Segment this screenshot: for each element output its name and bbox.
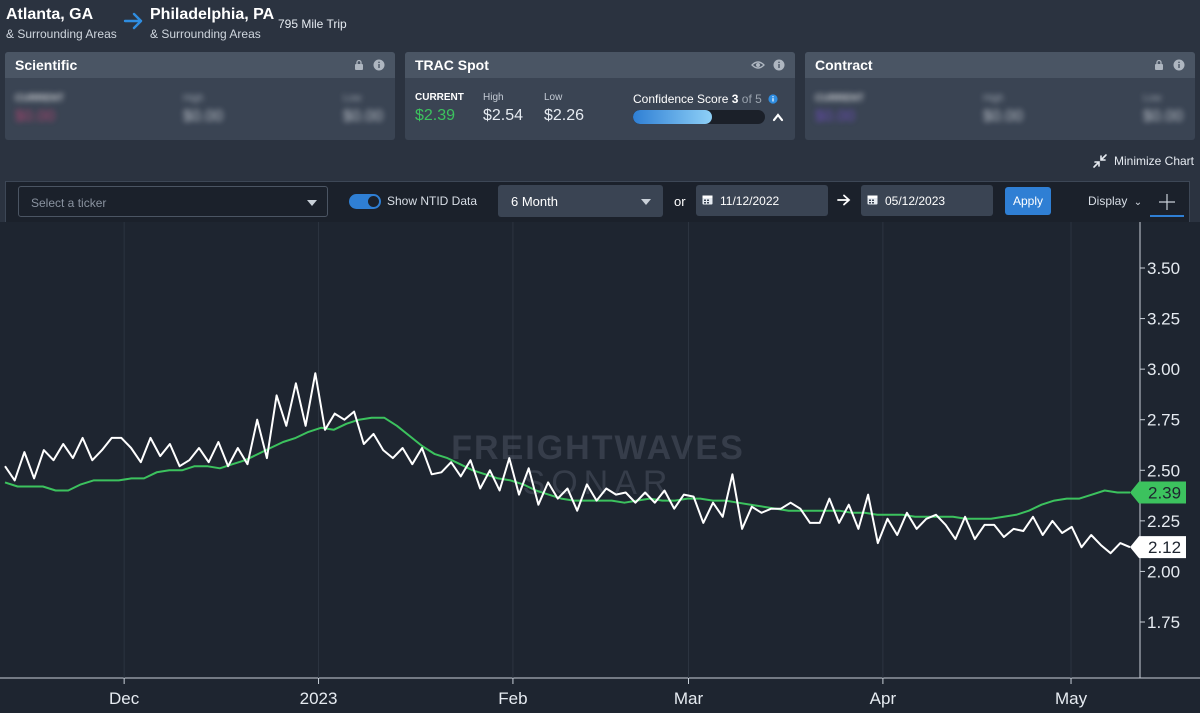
destination-area: & Surrounding Areas <box>150 27 261 41</box>
last-value-tag-2 <box>1130 536 1186 559</box>
panel-title: TRAC Spot <box>415 57 489 73</box>
chevron-down-icon: ⌄ <box>1133 197 1143 208</box>
high-value: $0.00 <box>983 108 1024 125</box>
show-ntid-label: Show NTID Data <box>387 194 478 208</box>
panel-title: Contract <box>815 57 873 73</box>
date-to-value: 05/12/2023 <box>885 194 946 208</box>
price-chart[interactable]: Dec 2023 Feb Mar Apr May 3.50 3.25 3.00 2.75 2.50 2… <box>0 222 1200 713</box>
apply-button[interactable]: Apply <box>1005 187 1051 215</box>
info-icon[interactable] <box>768 94 778 104</box>
low-value: $0.00 <box>1143 108 1184 125</box>
arrow-right-icon <box>837 194 851 206</box>
info-icon[interactable] <box>1173 59 1185 71</box>
chart-toolbar: Select a ticker Show NTID Data 6 Month o… <box>5 181 1190 222</box>
y-tick-label: 3.00 <box>1147 360 1180 379</box>
x-tick-label: May <box>1055 689 1088 708</box>
crosshair-icon <box>1159 194 1175 210</box>
y-tick-label: 1.75 <box>1147 613 1180 632</box>
lock-icon[interactable] <box>1153 59 1165 71</box>
chevron-up-icon[interactable] <box>772 112 784 122</box>
series-line-1 <box>4 416 1130 520</box>
low-value: $2.26 <box>544 107 585 124</box>
display-label: Display <box>1088 194 1128 208</box>
confidence-of: of 5 <box>741 92 762 106</box>
current-label: CURRENT <box>815 93 864 104</box>
calendar-icon <box>867 195 878 205</box>
ticker-select[interactable]: Select a ticker <box>18 186 328 217</box>
y-tick-label: 3.25 <box>1147 310 1180 329</box>
high-label: High <box>483 92 504 103</box>
minimize-label: Minimize Chart <box>1113 154 1194 168</box>
confidence-score: Confidence Score 3 of 5 <box>633 92 784 124</box>
current-label: CURRENT <box>415 92 464 103</box>
destination-city: Philadelphia, PA <box>150 6 275 23</box>
show-ntid-toggle[interactable] <box>349 194 381 209</box>
period-value: 6 Month <box>511 194 558 209</box>
high-value: $2.54 <box>483 107 524 124</box>
watermark-logo: FREIGHTWAVES <box>451 429 745 467</box>
info-icon[interactable] <box>773 59 785 71</box>
y-tick-label: 2.75 <box>1147 411 1180 430</box>
x-tick-label: Mar <box>674 689 704 708</box>
confidence-bar <box>633 110 765 124</box>
caret-down-icon <box>307 200 317 206</box>
y-tick-label: 3.50 <box>1147 259 1180 278</box>
origin-area: & Surrounding Areas <box>6 27 117 41</box>
calendar-icon <box>702 195 713 205</box>
arrow-right-icon <box>123 12 143 30</box>
panel-title: Scientific <box>15 57 78 73</box>
eye-icon[interactable] <box>751 59 765 71</box>
y-tick-label: 2.00 <box>1147 562 1180 581</box>
crosshair-tool[interactable] <box>1150 186 1184 217</box>
high-value: $0.00 <box>183 108 224 125</box>
watermark-sonar: SONAR <box>523 464 674 502</box>
or-label: or <box>674 194 686 209</box>
confidence-value: 3 <box>731 92 739 106</box>
current-value: $2.39 <box>415 107 456 124</box>
info-icon[interactable] <box>373 59 385 71</box>
origin-city: Atlanta, GA <box>6 6 94 23</box>
period-select[interactable]: 6 Month <box>498 185 663 217</box>
lock-icon[interactable] <box>353 59 365 71</box>
x-tick-label: Feb <box>498 689 527 708</box>
locked-stats: CURRENT $0.00 High $0.00 Low $0.00 <box>805 78 1195 140</box>
low-label: Low <box>1143 93 1162 104</box>
ticker-placeholder: Select a ticker <box>31 196 107 210</box>
display-menu[interactable]: Display ⌄ <box>1088 194 1142 208</box>
minimize-icon <box>1093 154 1107 168</box>
caret-down-icon <box>641 199 651 205</box>
current-value: $0.00 <box>815 108 856 125</box>
low-label: Low <box>544 92 563 103</box>
low-label: Low <box>343 93 362 104</box>
minimize-chart-button[interactable]: Minimize Chart <box>1092 153 1194 169</box>
trip-distance: 795 Mile Trip <box>278 17 347 31</box>
x-tick-label: Dec <box>109 689 140 708</box>
y-tick-label: 2.25 <box>1147 512 1180 531</box>
origin: Atlanta, GA & Surrounding Areas <box>6 6 117 41</box>
current-label: CURRENT <box>15 93 64 104</box>
last-value-label-1: 2.39 <box>1148 484 1181 503</box>
high-label: High <box>983 93 1004 104</box>
x-tick-label: 2023 <box>300 689 338 708</box>
x-tick-label: Apr <box>870 689 897 708</box>
date-from-input[interactable]: 11/12/2022 <box>696 185 828 216</box>
confidence-fill <box>633 110 713 124</box>
last-value-tag-1 <box>1130 481 1186 504</box>
locked-stats: CURRENT $0.00 High $0.00 Low $0.00 <box>5 78 395 140</box>
high-label: High <box>183 93 204 104</box>
date-to-input[interactable]: 05/12/2023 <box>861 185 993 216</box>
chart-svg: Dec 2023 Feb Mar Apr May 3.50 3.25 3.00 2.75 2.50 2… <box>0 222 1200 708</box>
contract-panel: Contract CURRENT $0.00 High $0.00 Low $0.00 <box>805 52 1195 140</box>
scientific-panel: Scientific CURRENT $0.00 High $0.00 Low $0.… <box>5 52 395 140</box>
destination: Philadelphia, PA & Surrounding Areas <box>150 6 274 41</box>
y-tick-label: 2.50 <box>1147 461 1180 480</box>
current-value: $0.00 <box>15 108 56 125</box>
series-line-2 <box>4 372 1131 555</box>
trac-spot-panel: TRAC Spot CURRENT $2.39 High $2.54 Low $2.2… <box>405 52 795 140</box>
low-value: $0.00 <box>343 108 384 125</box>
last-value-label-2: 2.12 <box>1148 538 1181 557</box>
date-from-value: 11/12/2022 <box>720 194 780 208</box>
confidence-label: Confidence Score <box>633 92 729 106</box>
